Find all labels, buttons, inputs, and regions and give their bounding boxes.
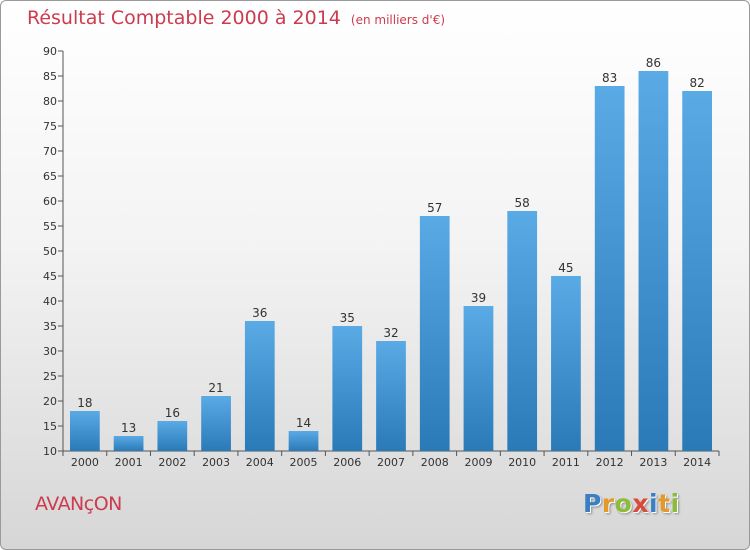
y-tick-label: 10	[43, 445, 57, 458]
bar-2009	[463, 306, 494, 451]
x-tick-label: 2014	[683, 456, 711, 469]
bar-2006	[332, 326, 363, 451]
data-label-2014: 82	[689, 76, 704, 90]
y-tick-label: 90	[43, 45, 57, 58]
x-tick-label: 2008	[421, 456, 449, 469]
bar-2013	[638, 71, 669, 451]
y-tick-label: 15	[43, 420, 57, 433]
data-label-2011: 45	[558, 261, 573, 275]
y-tick-label: 45	[43, 270, 57, 283]
bar-2008	[419, 216, 450, 451]
data-label-2002: 16	[165, 406, 180, 420]
bar-2003	[201, 396, 231, 451]
chart-title: Résultat Comptable 2000 à 2014	[27, 7, 341, 29]
bar-2010	[507, 211, 538, 451]
logo-letter: P	[583, 489, 602, 518]
bar-2002	[157, 421, 188, 451]
data-label-2007: 32	[383, 326, 398, 340]
data-label-2012: 83	[602, 71, 617, 85]
chart-subtitle: (en milliers d'€)	[350, 13, 446, 27]
y-tick-label: 70	[43, 145, 57, 158]
x-tick-label: 2007	[377, 456, 405, 469]
bar-2000	[69, 411, 100, 451]
y-tick-label: 85	[43, 70, 57, 83]
y-tick-label: 50	[43, 245, 57, 258]
logo-letter: x	[632, 489, 649, 518]
logo-letter: o	[614, 489, 633, 518]
data-label-2006: 35	[340, 311, 355, 325]
x-tick-label: 2010	[508, 456, 536, 469]
commune-name: AVANçON	[35, 493, 122, 515]
x-tick-label: 2005	[290, 456, 318, 469]
y-tick-label: 30	[43, 345, 57, 358]
y-tick-label: 60	[43, 195, 57, 208]
x-tick-label: 2001	[115, 456, 143, 469]
data-label-2000: 18	[77, 396, 92, 410]
bar-2001	[113, 436, 144, 451]
x-tick-label: 2000	[71, 456, 99, 469]
data-label-2013: 86	[646, 56, 661, 70]
y-tick-label: 40	[43, 295, 57, 308]
bar-2007	[376, 341, 406, 451]
y-tick-label: 55	[43, 220, 57, 233]
data-label-2009: 39	[471, 291, 486, 305]
bars: 18 13 16 21 36 14 35 32 57 39 58 45 83 86 82	[69, 56, 713, 451]
data-label-2003: 21	[208, 381, 223, 395]
x-tick-label: 2012	[596, 456, 624, 469]
logo-letter: i	[670, 489, 680, 518]
x-tick-label: 2011	[552, 456, 580, 469]
logo-letter: t	[658, 489, 671, 518]
bar-2014	[682, 91, 713, 451]
y-tick-label: 65	[43, 170, 57, 183]
data-label-2010: 58	[515, 196, 530, 210]
logo-letter: i	[649, 489, 659, 518]
y-tick-label: 35	[43, 320, 57, 333]
x-axis: 2000 2001 2002 2003 2004 2005 2006 2007 2008 2009…	[62, 450, 720, 469]
y-tick-label: 80	[43, 95, 57, 108]
bar-2005	[288, 431, 319, 451]
proxiti-logo: Proxiti	[583, 489, 680, 518]
x-tick-label: 2009	[464, 456, 492, 469]
data-label-2005: 14	[296, 416, 311, 430]
y-tick-label: 20	[43, 395, 57, 408]
title-row: Résultat Comptable 2000 à 2014 (en millie…	[27, 7, 445, 29]
x-tick-label: 2003	[202, 456, 230, 469]
bar-2012	[594, 86, 625, 451]
logo-letter: r	[601, 489, 615, 518]
x-tick-label: 2004	[246, 456, 274, 469]
y-axis: 10 15 20 25 30 35 40 45 50 55 60 65 70 75 80 85 90	[43, 45, 64, 458]
x-tick-label: 2006	[333, 456, 361, 469]
y-tick-label: 25	[43, 370, 57, 383]
x-tick-label: 2013	[639, 456, 667, 469]
x-tick-label: 2002	[158, 456, 186, 469]
y-tick-label: 75	[43, 120, 57, 133]
data-label-2004: 36	[252, 306, 267, 320]
data-label-2001: 13	[121, 421, 136, 435]
bar-2011	[551, 276, 581, 451]
bar-2004	[244, 321, 275, 451]
data-label-2008: 57	[427, 201, 442, 215]
